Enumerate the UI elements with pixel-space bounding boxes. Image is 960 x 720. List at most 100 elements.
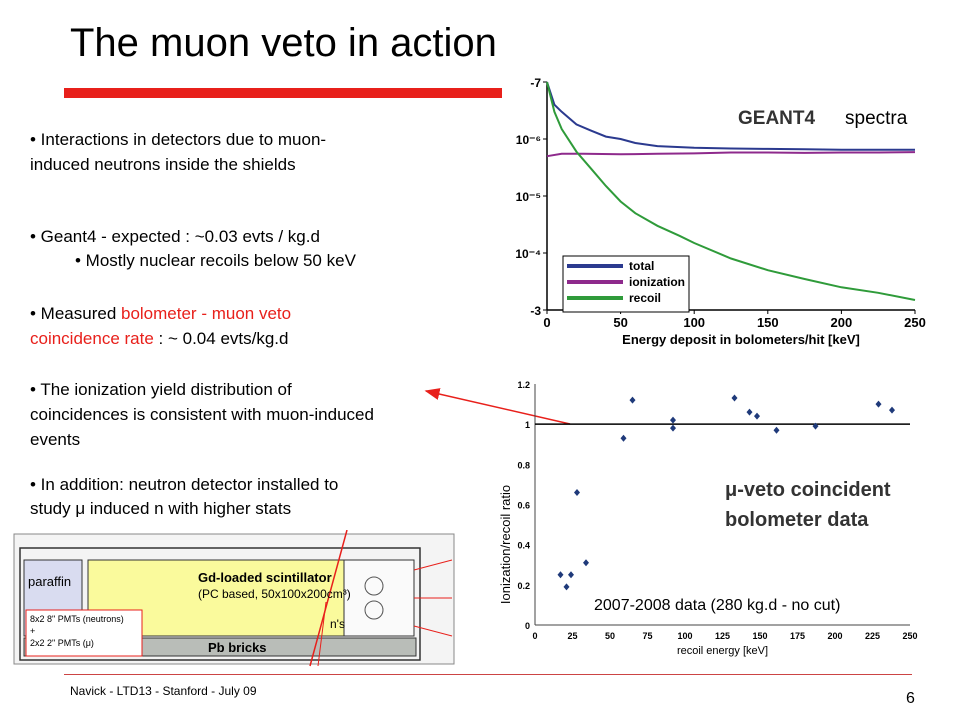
bullet-measured-rate-line2: coincidence rate : ~ 0.04 evts/kg.d — [30, 327, 288, 351]
bullet-neutron-detector-line2: study μ induced n with higher stats — [30, 499, 292, 518]
scatter-x-tick-label: 25 — [567, 631, 577, 641]
scatter-y-tick-label: 1.2 — [517, 380, 530, 390]
neutron-detector-diagram: paraffin Gd-loaded scintillator (PC base… — [13, 530, 455, 667]
scatter-point — [754, 412, 760, 420]
spectra-legend-label-total: total — [629, 259, 654, 273]
scintillator-label: Gd-loaded scintillator — [198, 570, 332, 585]
pmt-2 — [364, 600, 384, 620]
pmt-plus-label: + — [30, 626, 35, 636]
scatter-point — [574, 488, 580, 496]
scatter-point — [670, 424, 676, 432]
scatter-point — [629, 396, 636, 404]
scatter-x-axis-label: recoil energy [keV] — [677, 645, 768, 657]
scatter-x-tick-label: 175 — [790, 631, 805, 641]
scatter-annotation-line1: μ-veto coincident — [725, 479, 891, 501]
measured-rate-value: : ~ 0.04 evts/kg.d — [153, 329, 289, 348]
paraffin-label: paraffin — [28, 574, 71, 589]
scatter-x-tick-label: 50 — [605, 631, 615, 641]
pmt-muons-label: 2x2 2" PMTs (μ) — [30, 638, 94, 648]
spectra-x-tick-label: 200 — [831, 315, 853, 330]
scatter-point — [670, 416, 676, 424]
scatter-x-tick-label: 250 — [902, 631, 917, 641]
page-title: The muon veto in action — [70, 21, 497, 65]
bullet-muon-neutrons-line1: • Interactions in detectors due to muon- — [30, 130, 327, 149]
pmt-neutrons-label: 8x2 8" PMTs (neutrons) — [30, 614, 124, 624]
scatter-annotation-line2: bolometer data — [725, 509, 869, 531]
bullet-measured-rate-line1: • Measured bolometer - muon veto — [30, 302, 291, 326]
spectra-y-tick-label: 10⁻⁶ — [516, 133, 541, 147]
spectra-y-tick-label: 10⁻⁴ — [515, 247, 541, 261]
scatter-y-tick-label: 0.8 — [517, 460, 530, 470]
scatter-point — [568, 571, 574, 579]
pb-bricks-label: Pb bricks — [208, 640, 267, 655]
neutrons-label: n's — [330, 617, 345, 631]
scatter-y-tick-label: 0.2 — [517, 581, 530, 591]
scatter-caption: 2007-2008 data (280 kg.d - no cut) — [594, 597, 840, 614]
measured-red-text-1: bolometer - muon veto — [121, 304, 292, 323]
pmt-1 — [364, 576, 384, 596]
scatter-point — [620, 434, 627, 442]
footer-credit: Navick - LTD13 - Stanford - July 09 — [70, 684, 257, 698]
spectra-y-tick-label: -3 — [530, 304, 541, 318]
scatter-point — [875, 400, 882, 408]
bullet-geant4-expected: • Geant4 - expected : ~0.03 evts / kg.d — [30, 227, 320, 246]
bullet-neutron-detector-line1: • In addition: neutron detector installe… — [30, 475, 339, 494]
scatter-x-tick-label: 200 — [827, 631, 842, 641]
spectra-legend-label-recoil: recoil — [629, 291, 661, 305]
scatter-y-tick-label: 0 — [525, 621, 530, 631]
spectra-legend-label-ionization: ionization — [629, 275, 685, 289]
pmt-info-box — [25, 609, 143, 657]
scatter-y-axis-label: Ionization/recoil ratio — [498, 485, 513, 604]
spectra-x-tick-label: 50 — [613, 315, 627, 330]
scatter-x-tick-label: 100 — [677, 631, 692, 641]
footer-divider — [64, 674, 912, 675]
scatter-point — [583, 559, 589, 567]
scatter-x-tick-label: 150 — [752, 631, 767, 641]
ionization-ratio-scatter-chart: 0 0.2 0.4 0.6 0.8 1 1.2 0 25 50 75 100 125 150 175 200 2… — [498, 380, 918, 657]
scatter-point — [731, 394, 738, 402]
scatter-point — [746, 408, 753, 416]
scatter-y-tick-label: 1 — [525, 420, 530, 430]
pmt-housing — [343, 559, 415, 637]
scatter-point — [773, 426, 780, 434]
subbullet-nuclear-recoils: • Mostly nuclear recoils below 50 keV — [75, 251, 356, 270]
spectra-x-axis-label: Energy deposit in bolometers/hit [keV] — [622, 332, 860, 347]
scatter-point — [563, 583, 570, 591]
spectra-x-tick-label: 0 — [543, 315, 550, 330]
geant4-spectra-chart: -3 10⁻⁴ 10⁻⁵ 10⁻⁶ -7 0 50 100 150 200 250 Energy de… — [515, 76, 926, 347]
callout-line-3 — [413, 625, 453, 637]
scatter-x-tick-label: 125 — [715, 631, 730, 641]
measured-prefix: • Measured — [30, 304, 121, 323]
spectra-subtitle: spectra — [845, 108, 908, 129]
muon-track — [309, 530, 348, 667]
spectra-x-tick-label: 150 — [757, 315, 779, 330]
spectra-series-total — [546, 81, 915, 151]
scatter-point — [812, 422, 819, 430]
scatter-point — [889, 406, 895, 414]
bullet-ionization-yield-line3: events — [30, 430, 81, 449]
spectra-series-ionization — [546, 151, 916, 158]
scatter-y-tick-label: 0.4 — [517, 541, 530, 551]
page-number: 6 — [906, 690, 915, 707]
scatter-y-tick-label: 0.6 — [517, 501, 530, 511]
spectra-y-tick-label: -7 — [530, 76, 541, 90]
spectra-series-recoil — [546, 81, 916, 301]
spectra-y-tick-label: 10⁻⁵ — [516, 190, 541, 204]
callout-line-1 — [413, 559, 453, 571]
title-underline-bar — [64, 88, 502, 98]
detector-shield-outline — [19, 547, 421, 661]
spectra-title: GEANT4 — [738, 108, 816, 129]
scatter-x-tick-label: 0 — [532, 631, 537, 641]
measured-red-text-2: coincidence rate — [30, 329, 154, 348]
scatter-point — [557, 571, 564, 579]
scatter-x-tick-label: 75 — [642, 631, 652, 641]
scintillator-sublabel: (PC based, 50x100x200cm³) — [198, 587, 351, 601]
spectra-x-tick-label: 250 — [904, 315, 926, 330]
bullet-ionization-yield-line2: coincidences is consistent with muon-ind… — [30, 405, 374, 424]
bullet-muon-neutrons-line2: induced neutrons inside the shields — [30, 155, 296, 174]
bullet-ionization-yield-line1: • The ionization yield distribution of — [30, 380, 292, 399]
neutron-track — [317, 601, 327, 667]
scatter-x-tick-label: 225 — [865, 631, 880, 641]
spectra-x-tick-label: 100 — [683, 315, 705, 330]
